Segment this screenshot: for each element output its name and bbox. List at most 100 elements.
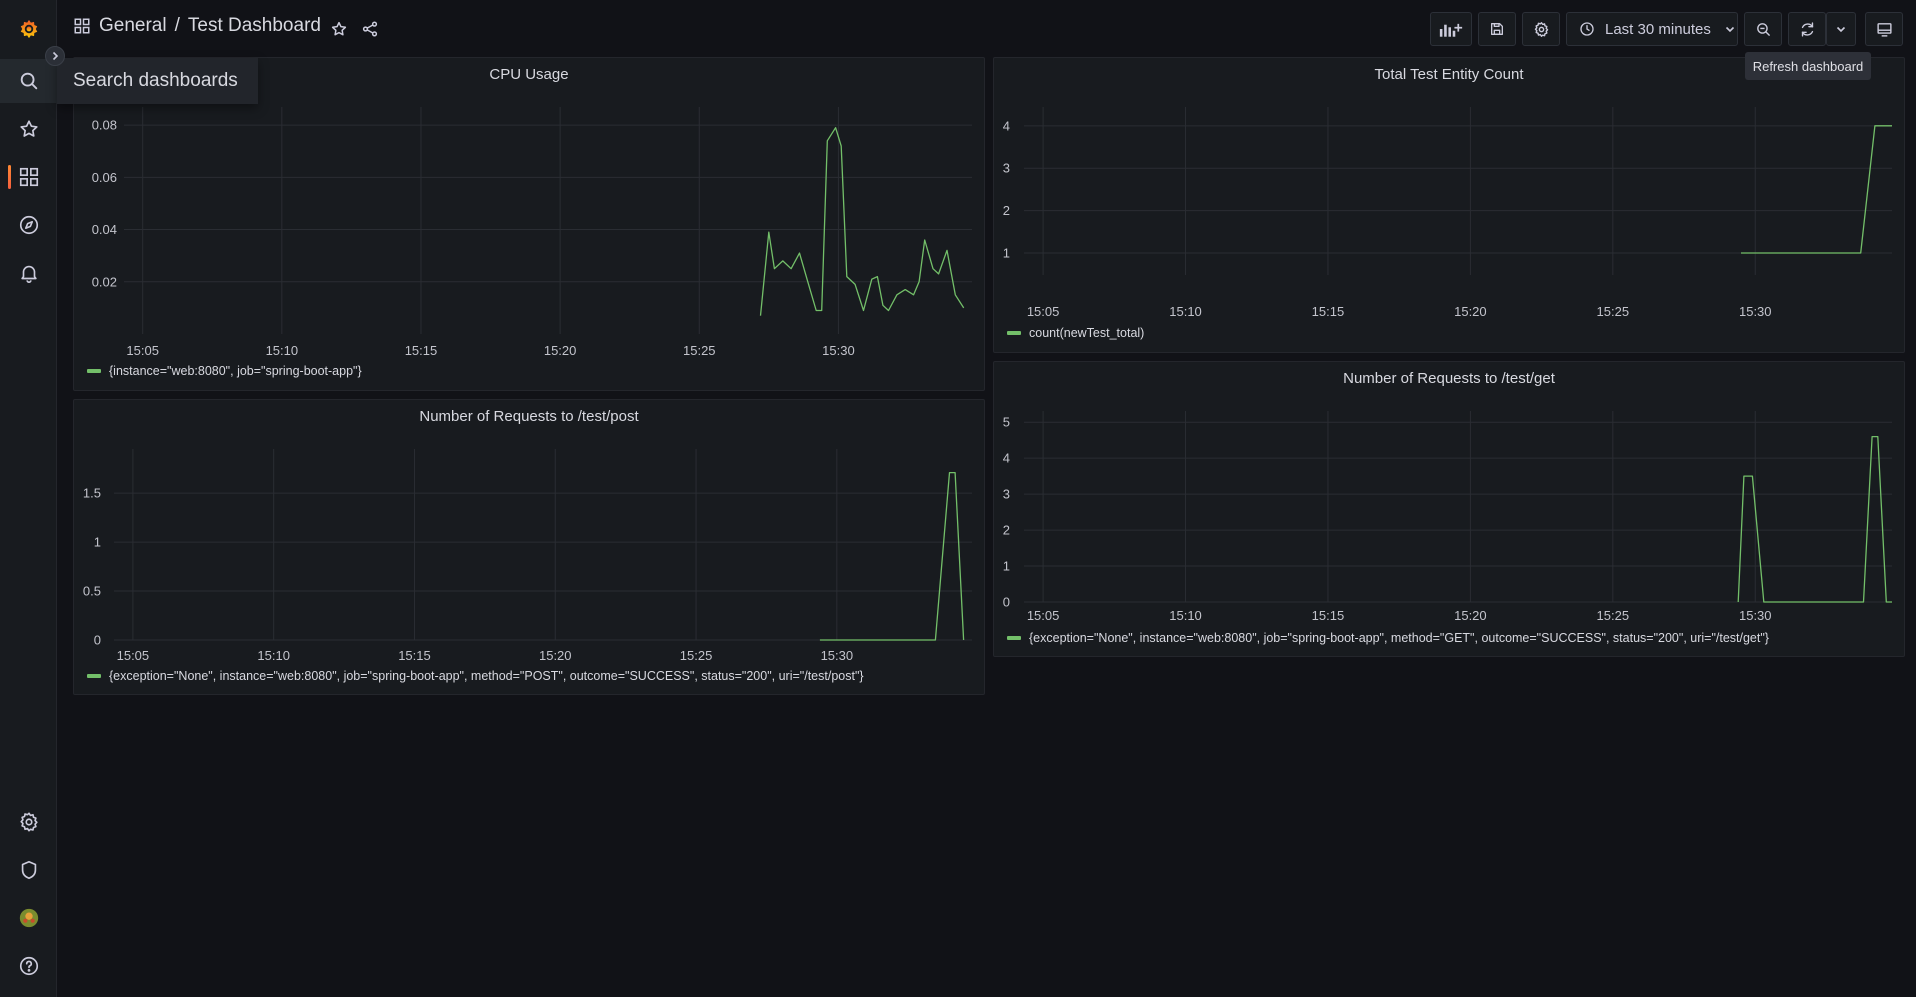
- panel-requests-test-post[interactable]: Number of Requests to /test/post 15:05 15…: [73, 399, 985, 695]
- y-tick-label: 3: [1003, 161, 1010, 176]
- x-tick-label: 15:25: [1597, 608, 1630, 623]
- cpu-usage-chart: 15:05 15:10 15:15 15:20 15:25 15:30 0.02 0.04 0.…: [92, 107, 972, 358]
- monitor-icon: [1876, 22, 1892, 37]
- save-icon: [1491, 23, 1503, 35]
- x-tick-label: 15:05: [126, 343, 159, 358]
- sidebar-item-starred[interactable]: [0, 107, 57, 151]
- mark-favorite-button[interactable]: [327, 17, 351, 41]
- x-tick-label: 15:25: [680, 648, 713, 663]
- refresh-tooltip: Refresh dashboard: [1745, 52, 1871, 80]
- y-tick-label: 0.02: [92, 274, 117, 289]
- panel-title[interactable]: Total Test Entity Count: [1374, 66, 1524, 83]
- refresh-interval-dropdown[interactable]: [1826, 12, 1856, 46]
- shield-icon: [21, 860, 36, 880]
- save-dashboard-button[interactable]: [1478, 12, 1516, 46]
- y-tick-label: 4: [1003, 118, 1010, 133]
- breadcrumb-folder[interactable]: General: [99, 15, 167, 36]
- sidebar-item-help[interactable]: [0, 944, 57, 988]
- panel-cpu-usage[interactable]: CPU Usage 15:05 15:10 15:15 15:20 15:25 15:30…: [73, 57, 985, 391]
- sidebar-item-dashboards[interactable]: [0, 155, 57, 199]
- add-panel-button[interactable]: [1430, 12, 1472, 46]
- side-menu: [0, 0, 57, 997]
- x-tick-label: 15:15: [1312, 608, 1345, 623]
- panel-total-test-entity-count[interactable]: Total Test Entity Count 15:05 15:10 15:15 1…: [993, 57, 1905, 353]
- y-tick-label: 0.06: [92, 170, 117, 185]
- sidebar-item-search[interactable]: [0, 59, 57, 103]
- zoom-out-icon: [1756, 22, 1770, 36]
- legend-item[interactable]: {instance="web:8080", job="spring-boot-a…: [87, 364, 362, 378]
- y-tick-label: 2: [1003, 203, 1010, 218]
- share-dashboard-button[interactable]: [358, 17, 382, 41]
- y-tick-label: 0: [94, 633, 101, 648]
- sidebar-item-profile[interactable]: [0, 896, 57, 940]
- panel-title[interactable]: Number of Requests to /test/get: [1343, 370, 1555, 387]
- y-tick-label: 0: [1003, 595, 1010, 610]
- x-tick-label: 15:30: [821, 648, 854, 663]
- legend-item[interactable]: {exception="None", instance="web:8080", …: [1007, 631, 1769, 645]
- y-tick-label: 1: [1003, 245, 1010, 260]
- gear-icon: [1534, 21, 1548, 37]
- time-range-picker[interactable]: Last 30 minutes: [1566, 12, 1738, 46]
- x-tick-label: 15:30: [1739, 304, 1772, 319]
- x-tick-label: 15:05: [1027, 608, 1060, 623]
- panel-requests-test-get[interactable]: Number of Requests to /test/get 15:05 15:…: [993, 361, 1905, 657]
- legend-color-swatch: [87, 369, 101, 373]
- legend-color-swatch: [1007, 636, 1021, 640]
- dashboards-icon: [19, 167, 38, 187]
- refresh-icon: [1801, 21, 1813, 37]
- legend-label: count(newTest_total): [1029, 326, 1145, 340]
- grafana-logo-icon: [20, 19, 37, 39]
- sidebar-item-explore[interactable]: [0, 203, 57, 247]
- legend-item[interactable]: {exception="None", instance="web:8080", …: [87, 669, 864, 683]
- sidebar-item-configuration[interactable]: [0, 800, 57, 844]
- bell-icon: [20, 265, 37, 283]
- x-tick-label: 15:15: [405, 343, 438, 358]
- breadcrumb-separator: /: [174, 15, 180, 36]
- star-icon: [331, 21, 347, 36]
- x-tick-label: 15:25: [1597, 304, 1630, 319]
- x-tick-label: 15:10: [1169, 304, 1202, 319]
- x-tick-label: 15:10: [1169, 608, 1202, 623]
- total-test-entity-count-chart: 15:05 15:10 15:15 15:20 15:25 15:30 1 2 3 4: [1003, 107, 1892, 319]
- y-tick-label: 1: [1003, 559, 1010, 574]
- gear-icon: [19, 812, 38, 832]
- panel-title[interactable]: CPU Usage: [489, 66, 569, 83]
- grafana-logo-button[interactable]: [0, 7, 57, 51]
- y-tick-label: 0.5: [83, 584, 101, 599]
- breadcrumb-dashboard-title[interactable]: Test Dashboard: [187, 15, 321, 36]
- series-line[interactable]: [819, 471, 965, 641]
- requests-test-post-chart: 15:05 15:10 15:15 15:20 15:25 15:30 0 0.5 1 1.5: [83, 449, 972, 663]
- series-line[interactable]: [1737, 435, 1892, 603]
- legend-color-swatch: [87, 674, 101, 678]
- x-tick-label: 15:15: [1312, 304, 1345, 319]
- sidebar-item-alerting[interactable]: [0, 251, 57, 295]
- x-tick-label: 15:20: [539, 648, 572, 663]
- legend-label: {exception="None", instance="web:8080", …: [109, 669, 864, 683]
- legend-item[interactable]: count(newTest_total): [1007, 326, 1144, 340]
- series-line[interactable]: [1741, 125, 1892, 254]
- y-tick-label: 3: [1003, 487, 1010, 502]
- dashboard-settings-button[interactable]: [1522, 12, 1560, 46]
- x-tick-label: 15:05: [1027, 304, 1060, 319]
- x-tick-label: 15:30: [822, 343, 855, 358]
- expand-menu-button[interactable]: [45, 46, 65, 66]
- compass-icon: [19, 215, 38, 235]
- y-tick-label: 1: [94, 535, 101, 550]
- cycle-view-mode-button[interactable]: [1865, 12, 1903, 46]
- breadcrumb: General / Test Dashboard: [73, 15, 321, 37]
- y-tick-label: 0.04: [92, 222, 117, 237]
- series-line[interactable]: [759, 127, 965, 316]
- zoom-out-button[interactable]: [1744, 12, 1782, 46]
- x-tick-label: 15:05: [117, 648, 150, 663]
- legend-color-swatch: [1007, 331, 1021, 335]
- refresh-dashboard-button[interactable]: [1788, 12, 1826, 46]
- search-flyout-label[interactable]: Search dashboards: [57, 58, 258, 104]
- x-tick-label: 15:20: [1454, 608, 1487, 623]
- sidebar-item-server-admin[interactable]: [0, 848, 57, 892]
- share-icon: [362, 21, 378, 37]
- help-icon: [19, 956, 38, 976]
- x-tick-label: 15:20: [544, 343, 577, 358]
- panel-title[interactable]: Number of Requests to /test/post: [419, 408, 639, 425]
- search-icon: [20, 72, 37, 90]
